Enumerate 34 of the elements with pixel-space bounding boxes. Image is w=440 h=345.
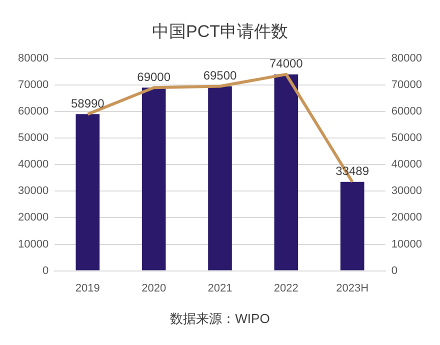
y-tick-label: 80000 bbox=[18, 52, 49, 64]
y-tick-label: 20000 bbox=[18, 212, 49, 224]
data-label: 58990 bbox=[70, 96, 105, 110]
x-tick-label: 2019 bbox=[75, 282, 100, 294]
y-tick-label: 60000 bbox=[18, 106, 49, 118]
bar bbox=[142, 88, 166, 270]
y2-tick-label: 80000 bbox=[391, 52, 422, 64]
y2-tick-label: 20000 bbox=[391, 212, 422, 224]
x-tick-label: 2023H bbox=[336, 282, 369, 294]
bar bbox=[274, 74, 298, 270]
data-label: 74000 bbox=[269, 56, 304, 71]
bar bbox=[340, 182, 364, 270]
y-tick-label: 30000 bbox=[18, 185, 49, 198]
data-label: 69000 bbox=[137, 70, 171, 84]
y2-tick-label: 60000 bbox=[391, 106, 422, 118]
y2-tick-label: 30000 bbox=[391, 185, 422, 198]
bar bbox=[208, 86, 232, 270]
data-label: 69500 bbox=[203, 68, 238, 83]
y2-tick-label: 0 bbox=[391, 264, 398, 277]
x-tick-label: 2022 bbox=[274, 282, 298, 294]
y2-tick-label: 40000 bbox=[391, 158, 422, 171]
source-note: 数据来源：WIPO bbox=[169, 310, 271, 328]
y-tick-label: 70000 bbox=[18, 78, 49, 91]
y-tick-label: 0 bbox=[42, 264, 49, 277]
y-tick-label: 10000 bbox=[18, 238, 49, 250]
x-tick-label: 2021 bbox=[208, 282, 232, 294]
bar bbox=[76, 114, 100, 270]
y-tick-label: 40000 bbox=[18, 158, 49, 171]
y2-tick-label: 10000 bbox=[391, 238, 422, 250]
x-tick-label: 2020 bbox=[142, 282, 166, 294]
y2-tick-label: 70000 bbox=[391, 78, 422, 91]
y2-tick-label: 50000 bbox=[391, 132, 422, 144]
y-tick-label: 50000 bbox=[18, 132, 49, 144]
chart-title: 中国PCT申请件数 bbox=[152, 22, 288, 41]
